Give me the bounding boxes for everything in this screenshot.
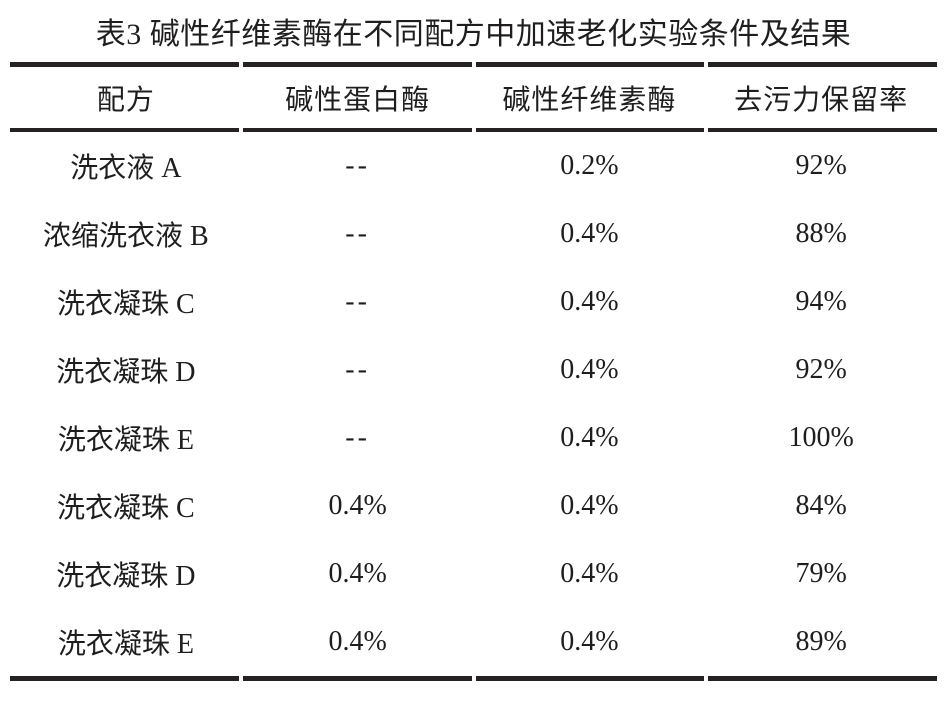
rule-segment xyxy=(10,676,239,681)
table-cell-protease: 0.4% xyxy=(328,626,387,657)
header-cell-alkaline-protease: 碱性蛋白酶 xyxy=(285,84,431,116)
table-cell-retention: 94% xyxy=(795,286,847,317)
table-cell-cellulase: 0.4% xyxy=(560,354,619,385)
rule-segment xyxy=(10,128,239,132)
rule-segment xyxy=(475,62,705,67)
table-cell-retention: 100% xyxy=(788,422,854,453)
table-cell-retention: 88% xyxy=(795,218,847,249)
table-row: 洗衣凝珠 C -- 0.4% 94% xyxy=(10,268,937,336)
table-bottom-rule xyxy=(10,676,937,681)
header-cell-detergency-retention: 去污力保留率 xyxy=(734,84,909,116)
table-cell-protease: -- xyxy=(345,422,370,453)
table-cell-protease: -- xyxy=(345,218,370,249)
table-cell-formula: 浓缩洗衣液 B xyxy=(43,221,209,252)
table-row: 洗衣液 A -- 0.2% 92% xyxy=(10,132,937,200)
table-cell-cellulase: 0.2% xyxy=(560,150,619,181)
table-cell-protease: -- xyxy=(345,286,370,317)
table-cell-formula: 洗衣凝珠 D xyxy=(56,357,196,388)
rule-segment xyxy=(475,128,705,132)
table-cell-formula: 洗衣凝珠 E xyxy=(57,425,194,456)
rule-segment xyxy=(10,62,239,67)
table-cell-protease: 0.4% xyxy=(328,558,387,589)
table-cell-formula: 洗衣凝珠 C xyxy=(57,493,195,524)
table-row: 洗衣凝珠 D -- 0.4% 92% xyxy=(10,336,937,404)
table-header-row: 配方 碱性蛋白酶 碱性纤维素酶 去污力保留率 xyxy=(10,67,937,128)
header-cell-formula: 配方 xyxy=(96,84,155,116)
table-cell-formula: 洗衣凝珠 E xyxy=(57,629,194,660)
header-cell-alkaline-cellulase: 碱性纤维素酶 xyxy=(502,84,677,116)
table-cell-protease: -- xyxy=(345,354,370,385)
table-cell-formula: 洗衣凝珠 C xyxy=(57,289,195,320)
rule-segment xyxy=(708,62,937,67)
table-cell-protease: 0.4% xyxy=(328,490,387,521)
table-cell-retention: 92% xyxy=(795,150,847,181)
rule-segment xyxy=(242,128,472,132)
table-cell-formula: 洗衣凝珠 D xyxy=(56,561,196,592)
table-cell-retention: 92% xyxy=(795,354,847,385)
table-cell-retention: 79% xyxy=(795,558,847,589)
table-cell-formula: 洗衣液 A xyxy=(70,153,182,184)
table-cell-cellulase: 0.4% xyxy=(560,626,619,657)
rule-segment xyxy=(242,676,472,681)
table-cell-retention: 89% xyxy=(795,626,847,657)
table-row: 洗衣凝珠 D 0.4% 0.4% 79% xyxy=(10,540,937,608)
table-cell-cellulase: 0.4% xyxy=(560,558,619,589)
table-title: 表3 碱性纤维素酶在不同配方中加速老化实验条件及结果 xyxy=(95,18,852,51)
data-table: 配方 碱性蛋白酶 碱性纤维素酶 去污力保留率 洗衣液 A -- 0.2% 92%… xyxy=(10,62,937,681)
rule-segment xyxy=(242,62,472,67)
table-row: 浓缩洗衣液 B -- 0.4% 88% xyxy=(10,200,937,268)
table-cell-cellulase: 0.4% xyxy=(560,422,619,453)
table-cell-cellulase: 0.4% xyxy=(560,286,619,317)
table-cell-protease: -- xyxy=(345,150,370,181)
table-top-rule xyxy=(10,62,937,67)
table-cell-retention: 84% xyxy=(795,490,847,521)
table-cell-cellulase: 0.4% xyxy=(560,490,619,521)
table-cell-cellulase: 0.4% xyxy=(560,218,619,249)
rule-segment xyxy=(708,128,937,132)
table-row: 洗衣凝珠 E 0.4% 0.4% 89% xyxy=(10,608,937,676)
table-header-rule xyxy=(10,128,937,132)
rule-segment xyxy=(708,676,937,681)
table-row: 洗衣凝珠 C 0.4% 0.4% 84% xyxy=(10,472,937,540)
rule-segment xyxy=(475,676,705,681)
table-row: 洗衣凝珠 E -- 0.4% 100% xyxy=(10,404,937,472)
